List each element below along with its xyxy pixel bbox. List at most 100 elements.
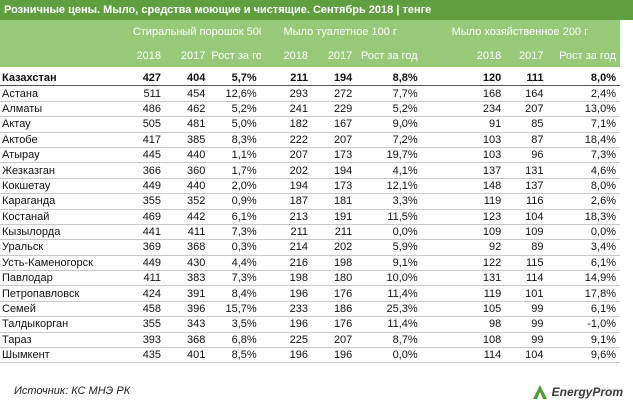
value-cell: 91 bbox=[421, 116, 506, 133]
value-cell: 85 bbox=[505, 116, 548, 133]
value-cell: 15,7% bbox=[209, 301, 261, 318]
value-cell: 202 bbox=[260, 162, 313, 179]
column-header: Рост за год bbox=[209, 44, 261, 67]
region-name: Петропавловск bbox=[0, 285, 131, 302]
value-cell: 11,4% bbox=[356, 285, 422, 302]
value-cell: 229 bbox=[312, 101, 357, 118]
value-cell: 8,8% bbox=[356, 71, 422, 87]
value-cell: 164 bbox=[505, 85, 548, 102]
value-cell: 1,1% bbox=[209, 147, 261, 164]
value-cell: 137 bbox=[505, 178, 548, 195]
value-cell: 7,3% bbox=[547, 147, 620, 164]
table-row: Семей 458 396 15,7% 233 186 25,3% 105 99 6,1% bbox=[0, 301, 620, 318]
value-cell: 207 bbox=[312, 132, 357, 148]
value-cell: 0,9% bbox=[209, 193, 261, 210]
region-name: Актобе bbox=[0, 132, 131, 148]
region-name: Астана bbox=[0, 85, 131, 102]
value-cell: 383 bbox=[165, 270, 210, 287]
title: Розничные цены. Мыло, средства моющие и … bbox=[0, 0, 633, 20]
value-cell: 6,1% bbox=[547, 255, 620, 272]
value-cell: 211 bbox=[260, 71, 313, 87]
table-row: Усть-Каменогорск 449 430 4,4% 216 198 9,1% 122 1… bbox=[0, 255, 620, 272]
region-name: Кокшетау bbox=[0, 178, 131, 195]
table-row: Караганда 355 352 0,9% 187 181 3,3% 119 116 2,6% bbox=[0, 193, 620, 210]
table-row: Кызылорда 441 411 7,3% 211 211 0,0% 109 109 0,0% bbox=[0, 224, 620, 241]
group-row: Стиральный порошок 500 г Мыло туалетное 1… bbox=[0, 20, 620, 44]
value-cell: 11,4% bbox=[356, 316, 422, 333]
value-cell: 187 bbox=[260, 193, 313, 210]
value-cell: 424 bbox=[130, 285, 166, 302]
value-cell: 182 bbox=[260, 116, 313, 133]
value-cell: 119 bbox=[421, 285, 506, 302]
value-cell: 19,7% bbox=[356, 147, 422, 164]
value-cell: 0,3% bbox=[209, 239, 261, 256]
value-cell: 393 bbox=[130, 332, 166, 349]
value-cell: 343 bbox=[165, 316, 210, 333]
value-cell: 411 bbox=[165, 224, 210, 241]
value-cell: 352 bbox=[165, 193, 210, 210]
value-cell: 180 bbox=[312, 270, 357, 287]
value-cell: 8,0% bbox=[547, 71, 620, 87]
group-header: Мыло хозяйственное 200 г bbox=[421, 20, 620, 44]
region-name: Семей bbox=[0, 301, 131, 318]
region-name: Усть-Каменогорск bbox=[0, 255, 131, 272]
value-cell: 18,4% bbox=[547, 132, 620, 148]
value-cell: 12,6% bbox=[209, 85, 261, 102]
value-cell: 191 bbox=[312, 209, 357, 225]
table-row: Шымкент 435 401 8,5% 196 196 0,0% 114 104 9,6% bbox=[0, 347, 620, 364]
column-header: 2018 bbox=[260, 44, 313, 67]
table-row: Костанай 469 442 6,1% 213 191 11,5% 123 104 18,3% bbox=[0, 209, 620, 225]
value-cell: 481 bbox=[165, 116, 210, 133]
value-cell: 176 bbox=[312, 285, 357, 302]
value-cell: 167 bbox=[312, 116, 357, 133]
value-cell: 427 bbox=[130, 71, 166, 87]
value-cell: 25,3% bbox=[356, 301, 422, 318]
value-cell: 148 bbox=[421, 178, 506, 195]
logo-text: EnergyProm bbox=[551, 385, 623, 399]
value-cell: 119 bbox=[421, 193, 506, 210]
value-cell: 7,7% bbox=[356, 85, 422, 102]
table-row: Актау 505 481 5,0% 182 167 9,0% 91 85 7,1% bbox=[0, 116, 620, 133]
logo: EnergyProm bbox=[531, 383, 623, 401]
table-row: Казахстан 427 404 5,7% 211 194 8,8% 120 111 8,0% bbox=[0, 71, 620, 87]
value-cell: 293 bbox=[260, 85, 313, 102]
value-cell: 99 bbox=[505, 332, 548, 349]
value-cell: 211 bbox=[260, 224, 313, 241]
value-cell: 225 bbox=[260, 332, 313, 349]
value-cell: 211 bbox=[312, 224, 357, 241]
table-row: Петропавловск 424 391 8,4% 196 176 11,4% 119 101… bbox=[0, 285, 620, 302]
value-cell: 3,4% bbox=[547, 239, 620, 256]
table-row: Павлодар 411 383 7,3% 198 180 10,0% 131 114 14,9% bbox=[0, 270, 620, 287]
region-name: Актау bbox=[0, 116, 131, 133]
value-cell: 445 bbox=[130, 147, 166, 164]
value-cell: 111 bbox=[505, 71, 548, 87]
value-cell: 114 bbox=[505, 270, 548, 287]
value-cell: 11,5% bbox=[356, 209, 422, 225]
region-name: Тараз bbox=[0, 332, 131, 349]
value-cell: 222 bbox=[260, 132, 313, 148]
value-cell: 186 bbox=[312, 301, 357, 318]
value-cell: 9,6% bbox=[547, 347, 620, 364]
table-row: Алматы 486 462 5,2% 241 229 5,2% 234 207 13,0% bbox=[0, 101, 620, 118]
column-header: 2017 bbox=[312, 44, 357, 67]
group-header: Стиральный порошок 500 г bbox=[130, 20, 261, 44]
value-cell: 207 bbox=[505, 101, 548, 118]
value-cell: 194 bbox=[260, 178, 313, 195]
value-cell: 5,2% bbox=[209, 101, 261, 118]
corner bbox=[0, 20, 131, 44]
region-name: Павлодар bbox=[0, 270, 131, 287]
value-cell: 5,7% bbox=[209, 71, 261, 87]
value-cell: 430 bbox=[165, 255, 210, 272]
value-cell: 7,3% bbox=[209, 270, 261, 287]
value-cell: 2,6% bbox=[547, 193, 620, 210]
value-cell: 196 bbox=[260, 347, 313, 364]
value-cell: 7,3% bbox=[209, 224, 261, 241]
table-row: Тараз 393 368 6,8% 225 207 8,7% 108 99 9,1% bbox=[0, 332, 620, 349]
value-cell: 411 bbox=[130, 270, 166, 287]
value-cell: 440 bbox=[165, 147, 210, 164]
value-cell: 404 bbox=[165, 71, 210, 87]
value-cell: 0,0% bbox=[356, 347, 422, 364]
region-name: Шымкент bbox=[0, 347, 131, 364]
value-cell: 391 bbox=[165, 285, 210, 302]
